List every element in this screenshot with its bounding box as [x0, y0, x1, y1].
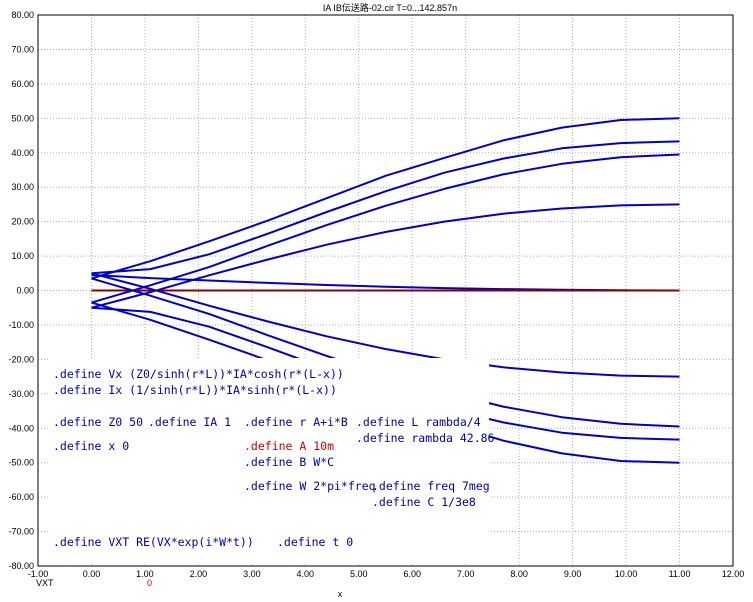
x-tick-label: 4.00: [297, 569, 315, 579]
y-tick-label: 70.00: [11, 44, 34, 54]
x-axis-ticks: -1.00 0.00 1.00 2.00 3.00 4.00 5.00 6.00 7.00 8.0…: [28, 569, 745, 579]
annotation-box: [49, 358, 489, 563]
x-tick-label: 7.00: [457, 569, 475, 579]
cursor-value: 0: [147, 578, 152, 588]
y-tick-label: -70.00: [8, 527, 34, 537]
y-tick-label: 20.00: [11, 217, 34, 227]
define-vxt: .define VXT RE(VX*exp(i*W*t)): [53, 535, 254, 549]
define-r: .define r A+i*B: [244, 415, 348, 429]
define-z0: .define Z0 50: [53, 415, 143, 429]
x-tick-label: 5.00: [350, 569, 368, 579]
x-tick-label: 12.00: [722, 569, 745, 579]
y-tick-label: -30.00: [8, 389, 34, 399]
define-freq: .define freq 7meg: [372, 479, 490, 493]
define-b: .define B W*C: [244, 455, 334, 469]
y-tick-label: -20.00: [8, 354, 34, 364]
define-vx: .define Vx (Z0/sinh(r*L))*IA*cosh(r*(L-x…: [53, 367, 344, 381]
define-ia: .define IA 1: [148, 415, 231, 429]
series-line-7: [91, 272, 680, 378]
define-a: .define A 10m: [244, 439, 334, 453]
plot-frame: [37, 14, 734, 567]
x-tick-label: 2.00: [190, 569, 208, 579]
series-line-4: [91, 117, 680, 280]
y-tick-label: 0.00: [16, 286, 34, 296]
x-tick-label: 11.00: [669, 569, 691, 579]
series-line-3: [91, 140, 680, 275]
y-tick-label: 80.00: [11, 10, 34, 20]
define-rambda: .define rambda 42.86: [356, 431, 495, 445]
define-x: .define x 0: [53, 439, 129, 453]
define-annotations: .define Vx (Z0/sinh(r*L))*IA*cosh(r*(L-x…: [53, 367, 495, 549]
cursor-label: VXT: [36, 578, 54, 588]
y-axis-ticks: 80.00 70.00 60.00 50.00 40.00 30.00 20.00 10.00…: [8, 10, 34, 571]
y-tick-label: -10.00: [8, 320, 34, 330]
x-tick-label: 8.00: [510, 569, 528, 579]
x-tick-label: 3.00: [243, 569, 261, 579]
define-l: .define L rambda/4: [356, 415, 481, 429]
y-tick-label: -80.00: [8, 561, 34, 571]
define-t: .define t 0: [277, 535, 353, 549]
define-c: .define C 1/3e8: [372, 495, 476, 509]
y-tick-label: 50.00: [11, 113, 34, 123]
window-title: IA IB伝送路-02.cir T=0...142.857n: [323, 2, 457, 13]
x-tick-label: 0.00: [83, 569, 101, 579]
y-tick-label: 60.00: [11, 79, 34, 89]
x-tick-label: 1.00: [136, 569, 154, 579]
define-ix: .define Ix (1/sinh(r*L))*IA*sinh(r*(L-x)…: [53, 383, 337, 397]
y-tick-label: 40.00: [11, 148, 34, 158]
x-tick-label: 9.00: [564, 569, 582, 579]
series-line-2: [91, 153, 680, 304]
series-line-1: [91, 203, 680, 309]
y-tick-label: 30.00: [11, 182, 34, 192]
x-tick-label: 10.00: [615, 569, 638, 579]
y-tick-label: -40.00: [8, 423, 34, 433]
x-axis-label: x: [338, 589, 343, 599]
y-tick-label: 10.00: [11, 251, 34, 261]
y-tick-label: -60.00: [8, 492, 34, 502]
y-tick-label: -50.00: [8, 458, 34, 468]
x-tick-label: 6.00: [403, 569, 421, 579]
x-tick-label: -1.00: [28, 569, 49, 579]
define-w: .define W 2*pi*freq: [244, 479, 376, 493]
